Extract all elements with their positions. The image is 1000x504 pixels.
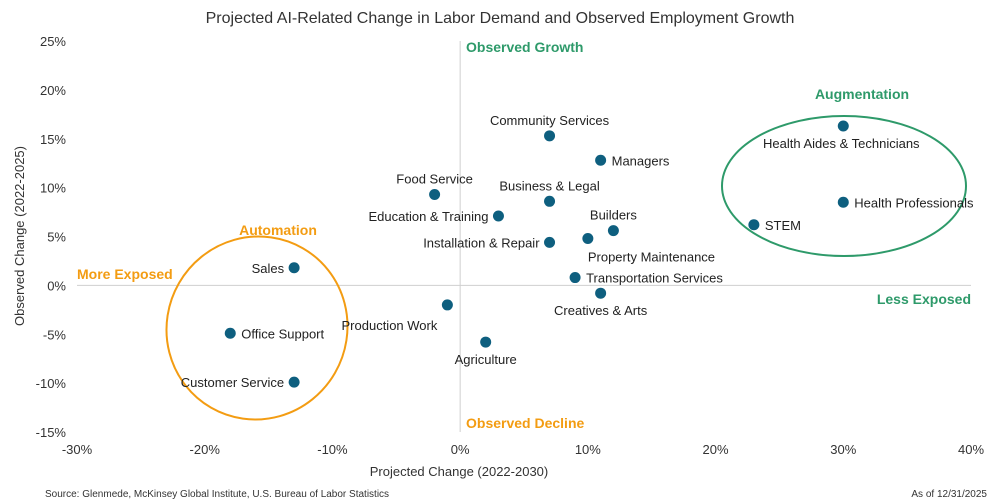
annotation-more-exposed: More Exposed [77, 266, 173, 282]
x-tick-label: 0% [451, 442, 470, 457]
footer-source: Source: Glenmede, McKinsey Global Instit… [45, 489, 389, 500]
point-labels: Sales Office Support Customer Service Food … [181, 113, 974, 390]
point-sales [288, 262, 300, 274]
point-managers [595, 154, 607, 166]
x-tick-label: -30% [62, 442, 93, 457]
point-community-services [544, 130, 556, 142]
label-installation-repair: Installation & Repair [423, 235, 540, 250]
y-tick-label: -10% [36, 376, 67, 391]
cluster-ellipses [165, 115, 967, 421]
label-agriculture: Agriculture [455, 352, 517, 367]
x-tick-label: -10% [317, 442, 348, 457]
x-tick-label: 30% [830, 442, 856, 457]
label-community-services: Community Services [490, 113, 610, 128]
point-business-legal [544, 195, 556, 207]
annotation-observed-decline: Observed Decline [466, 415, 584, 431]
y-tick-label: 15% [40, 132, 66, 147]
point-property-maintenance [582, 232, 594, 244]
data-points [224, 120, 849, 388]
footer-asof: As of 12/31/2025 [911, 489, 987, 500]
y-tick-label: 20% [40, 83, 66, 98]
annotation-automation: Automation [239, 222, 317, 238]
point-food-service [429, 188, 441, 200]
label-business-legal: Business & Legal [499, 178, 600, 193]
label-builders: Builders [590, 208, 637, 223]
y-tick-label: 10% [40, 181, 66, 196]
point-agriculture [480, 336, 492, 348]
point-builders [607, 225, 619, 237]
point-transportation-services [569, 272, 581, 284]
point-customer-service [288, 376, 300, 388]
label-production-work: Production Work [342, 318, 438, 333]
point-installation-repair [544, 236, 556, 248]
y-axis-label: Observed Change (2022-2025) [12, 146, 27, 326]
label-managers: Managers [612, 153, 670, 168]
y-tick-label: -5% [43, 327, 67, 342]
y-tick-label: 5% [47, 230, 66, 245]
chart-title: Projected AI-Related Change in Labor Dem… [206, 10, 795, 27]
point-office-support [224, 327, 236, 339]
automation-ellipse [165, 235, 349, 421]
label-education-training: Education & Training [368, 209, 488, 224]
point-health-professionals [837, 196, 849, 208]
y-tick-label: -15% [36, 425, 67, 440]
axis-lines [77, 41, 971, 432]
annotation-augmentation: Augmentation [815, 86, 909, 102]
x-tick-label: 40% [958, 442, 984, 457]
label-customer-service: Customer Service [181, 375, 284, 390]
label-transportation-services: Transportation Services [586, 271, 723, 286]
annotation-less-exposed: Less Exposed [877, 291, 971, 307]
label-office-support: Office Support [241, 326, 324, 341]
x-axis-label: Projected Change (2022-2030) [370, 464, 549, 479]
augmentation-ellipse [721, 115, 967, 257]
label-stem: STEM [765, 218, 801, 233]
y-tick-labels: -15% -10% -5% 0% 5% 10% 15% 20% 25% [36, 34, 67, 440]
label-creatives-arts: Creatives & Arts [554, 303, 648, 318]
x-tick-label: 20% [703, 442, 729, 457]
label-health-professionals: Health Professionals [854, 195, 974, 210]
point-production-work [441, 299, 453, 311]
label-health-aides-technicians: Health Aides & Technicians [763, 136, 920, 151]
x-tick-label: -20% [190, 442, 221, 457]
annotation-observed-growth: Observed Growth [466, 39, 583, 55]
label-property-maintenance: Property Maintenance [588, 249, 715, 264]
y-tick-label: 25% [40, 34, 66, 49]
label-sales: Sales [252, 261, 285, 276]
y-tick-label: 0% [47, 278, 66, 293]
x-tick-labels: -30% -20% -10% 0% 10% 20% 30% 40% [62, 442, 985, 457]
point-creatives-arts [595, 287, 607, 299]
label-food-service: Food Service [396, 171, 473, 186]
point-education-training [492, 210, 504, 222]
x-tick-label: 10% [575, 442, 601, 457]
point-stem [748, 219, 760, 231]
point-health-aides-technicians [837, 120, 849, 132]
